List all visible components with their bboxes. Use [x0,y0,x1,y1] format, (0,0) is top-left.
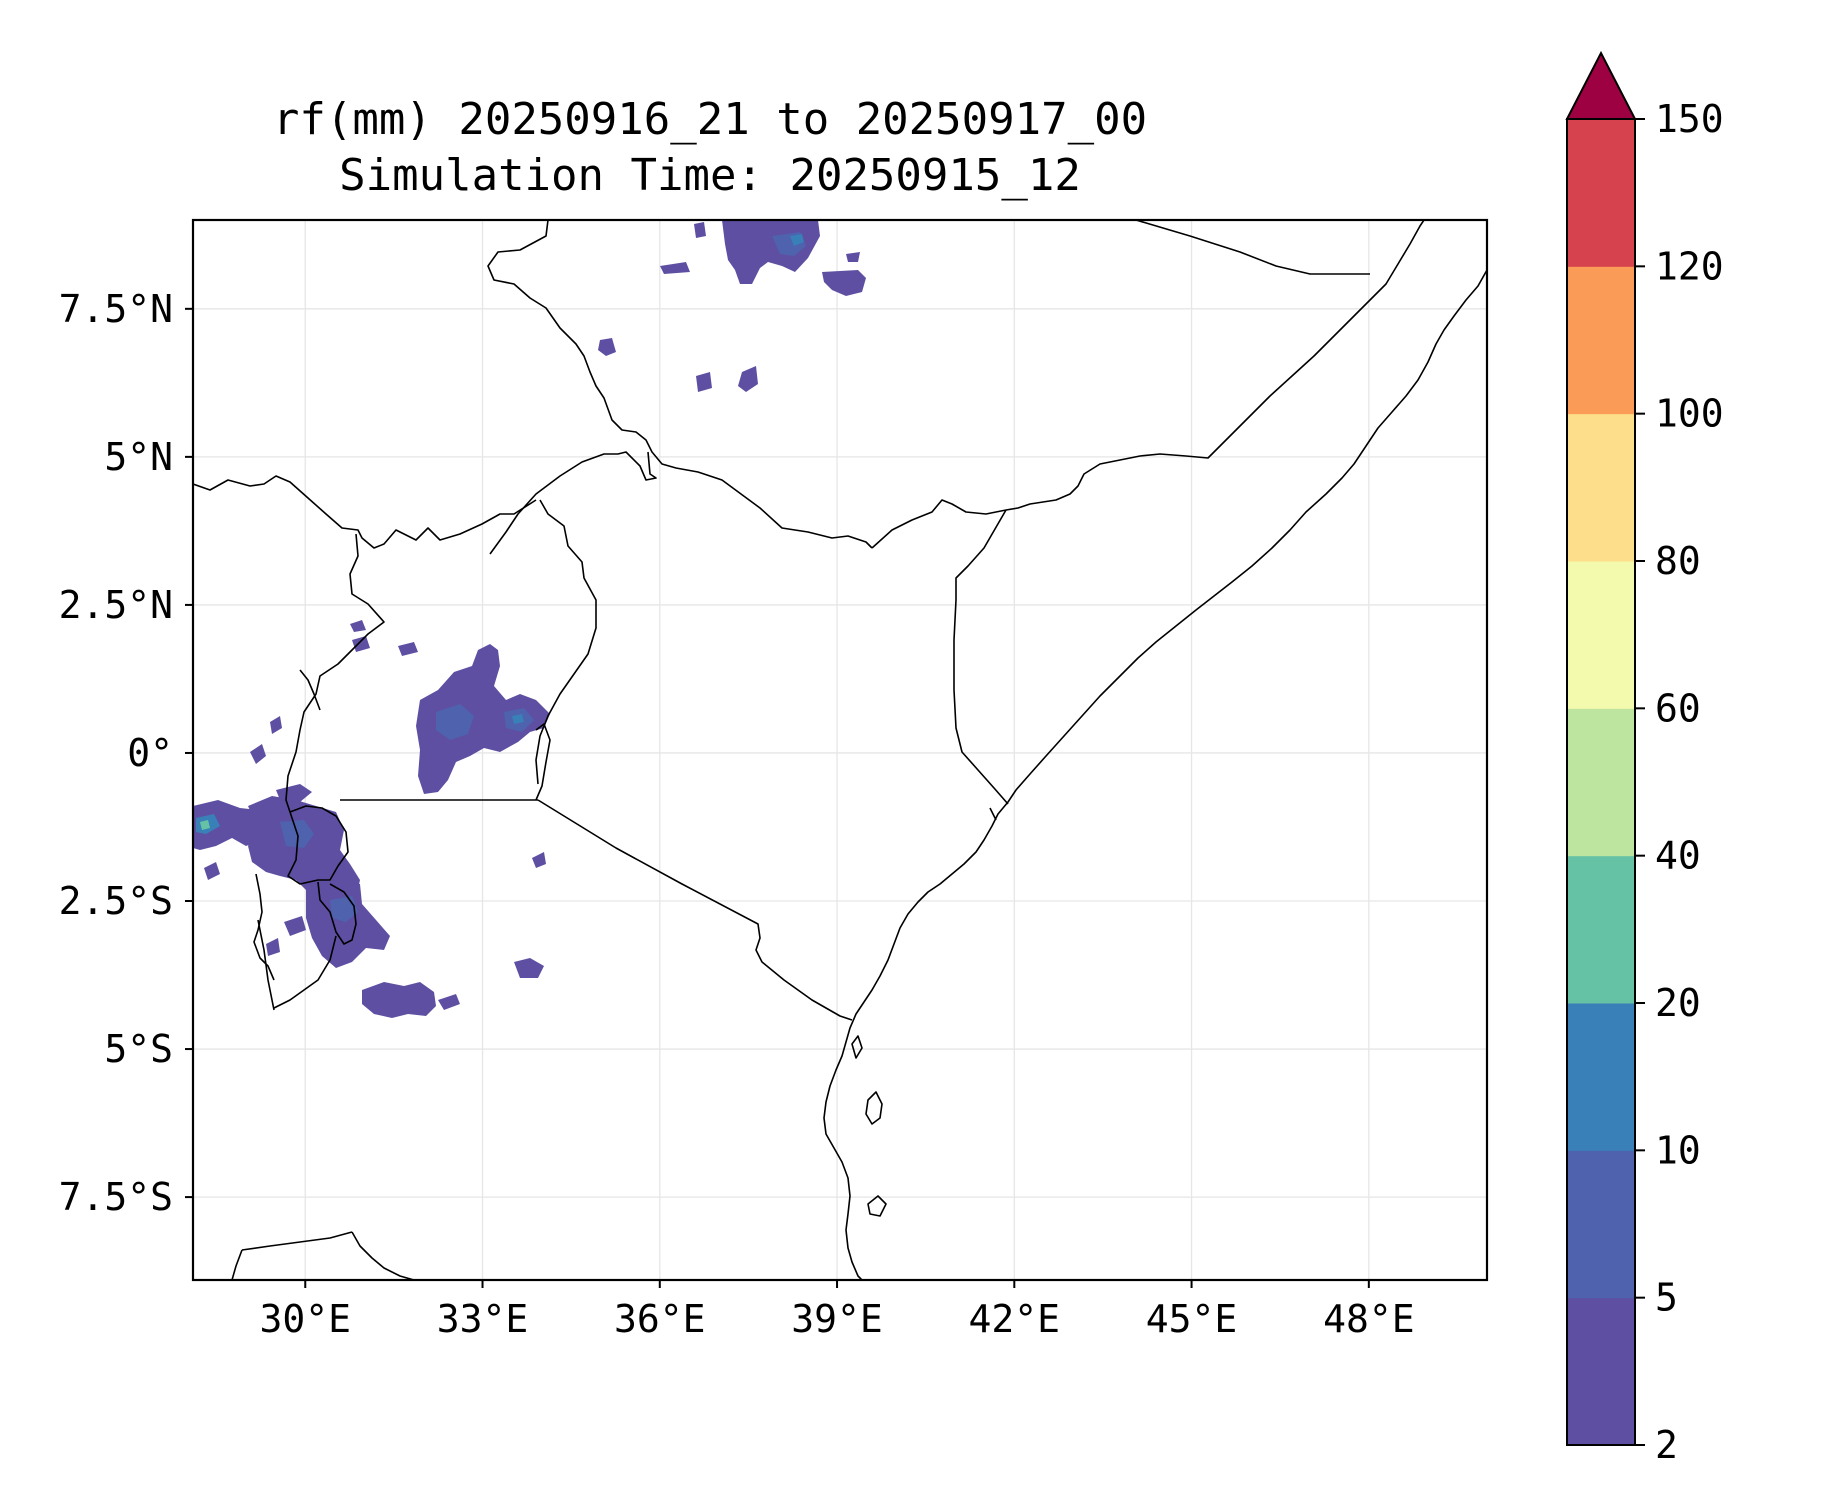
colorbar-segment-5 [1567,561,1635,709]
border-ethiopia-somalia [1005,220,1425,511]
colorbar-segment-2 [1567,1003,1635,1151]
colorbar-segment-4 [1567,708,1635,857]
lake-albert-shore [299,669,321,711]
border-rwanda [287,805,349,885]
rain-cell-tanzania-west [362,982,436,1018]
y-tick-label-6: 7.5°S [59,1175,173,1219]
x-tick-label-1: 33°E [437,1297,529,1341]
rain-cell-drc-small4 [266,938,280,956]
lake-kivu-shore [253,873,275,981]
border-ethiopia-somaliland [1135,220,1370,275]
rain-cell-ethiopia-east [822,270,866,296]
colorbar-label-6: 80 [1655,539,1701,583]
coastline-red-sea [823,269,1487,1280]
rain-cell-uganda-small1 [398,642,418,656]
colorbar-label-7: 100 [1655,392,1724,436]
rain-cell-ethiopia-small5 [660,262,690,274]
lake-malawi-shore [351,1231,415,1280]
border-south-sudan-ethiopia [487,220,873,549]
colorbar-label-5: 60 [1655,686,1701,730]
colorbar-segment-3 [1567,855,1635,1004]
rain-cell-ethiopia-peak [790,234,804,246]
colorbar-frame [1566,118,1636,1446]
border-uganda-kenya [535,499,597,785]
rain-cell-drc-west [193,800,268,850]
rain-cell-uganda-small3 [350,620,366,632]
colorbar: 2 5 10 20 40 60 80 100 120 150 [1565,50,1724,1467]
lake-tanganyika-west [257,919,275,1011]
rain-cell-drc-small3 [204,862,220,880]
map-frame [191,218,1489,1282]
country-borders [193,220,1425,1280]
colorbar-segment-7 [1567,266,1635,415]
colorbar-label-1: 5 [1655,1276,1678,1320]
rain-cell-drc-small2 [270,716,282,734]
colorbar-segment-6 [1567,413,1635,562]
x-tick-label-3: 39°E [791,1297,883,1341]
colorbar-label-9: 150 [1655,97,1724,141]
rain-cell-uganda-small2 [352,636,370,652]
border-south-sudan-uganda [193,475,537,549]
x-tick-label-2: 36°E [614,1297,706,1341]
border-zambia-drc [231,1249,243,1280]
rain-cell-kivu-north [276,784,312,802]
y-tick-label-1: 5°N [104,435,173,479]
rain-cell-ethiopia-small3 [738,366,758,392]
colorbar-segment-0 [1567,1297,1635,1446]
x-tick-label-4: 42°E [969,1297,1061,1341]
border-drc-tanzania [273,935,337,1009]
rain-cell-tanzania-west2 [438,994,460,1010]
coastline-mafia-island [867,1195,887,1217]
x-tick-label-6: 48°E [1323,1297,1415,1341]
colorbar-extend-arrow [1565,50,1637,120]
y-tick-label-4: 2.5°S [59,879,173,923]
chart-subtitle: Simulation Time: 20250915_12 [339,150,1081,201]
rain-cell-uganda-peak [512,714,524,724]
rain-cell-ethiopia-small1 [598,338,616,356]
border-burundi [317,881,357,945]
y-tick-label-5: 5°S [104,1027,173,1071]
rain-cell-drc-teal [200,820,210,830]
x-tick-label-5: 45°E [1146,1297,1238,1341]
coastline-zanzibar [865,1091,883,1125]
coastlines [253,269,1487,1280]
rain-cell-ethiopia-small4 [694,222,706,238]
colorbar-segment-1 [1567,1150,1635,1299]
colorbar-label-2: 10 [1655,1128,1701,1172]
border-kenya-somalia-coast [989,807,997,821]
y-tick-label-0: 7.5°N [59,287,173,331]
rain-cell-burundi-small [284,916,306,936]
lake-victoria-shore [535,723,551,801]
rain-cell-drc-small1 [250,744,266,764]
colorbar-label-8: 120 [1655,244,1724,288]
border-ethiopia-kenya-north [489,451,657,555]
y-tick-label-3: 0° [127,731,173,775]
rain-cell-uganda-main [416,644,550,794]
y-axis: 7.5°N 5°N 2.5°N 0° 2.5°S 5°S 7.5°S [59,287,193,1219]
rain-cell-uganda-core [436,704,474,740]
rain-cell-ethiopia-small2 [696,372,712,392]
coastline-pemba [851,1035,863,1059]
rain-cell-burundi [306,880,390,968]
border-kenya-somalia [953,509,1009,805]
x-tick-label-0: 30°E [260,1297,352,1341]
y-tick-label-2: 2.5°N [59,583,173,627]
chart-title: rf(mm) 20250916_21 to 20250917_00 [273,94,1147,145]
x-axis: 30°E 33°E 36°E 39°E 42°E 45°E 48°E [260,1280,1415,1341]
colorbar-label-4: 40 [1655,834,1701,878]
border-tanzania-zambia [241,1231,353,1251]
colorbar-label-0: 2 [1655,1423,1678,1467]
rain-cell-tanzania-small [532,852,546,868]
rain-cell-tanzania-north [514,958,544,978]
colorbar-segment-8 [1567,119,1635,267]
map-panel [191,218,1489,1282]
rain-cell-ethiopia-small6 [846,252,860,262]
border-drc-uganda [285,533,385,813]
border-ethiopia-kenya-south [871,499,1007,549]
colorbar-label-3: 20 [1655,981,1701,1025]
gridlines [193,220,1487,1280]
border-kenya-tanzania [537,799,853,1021]
